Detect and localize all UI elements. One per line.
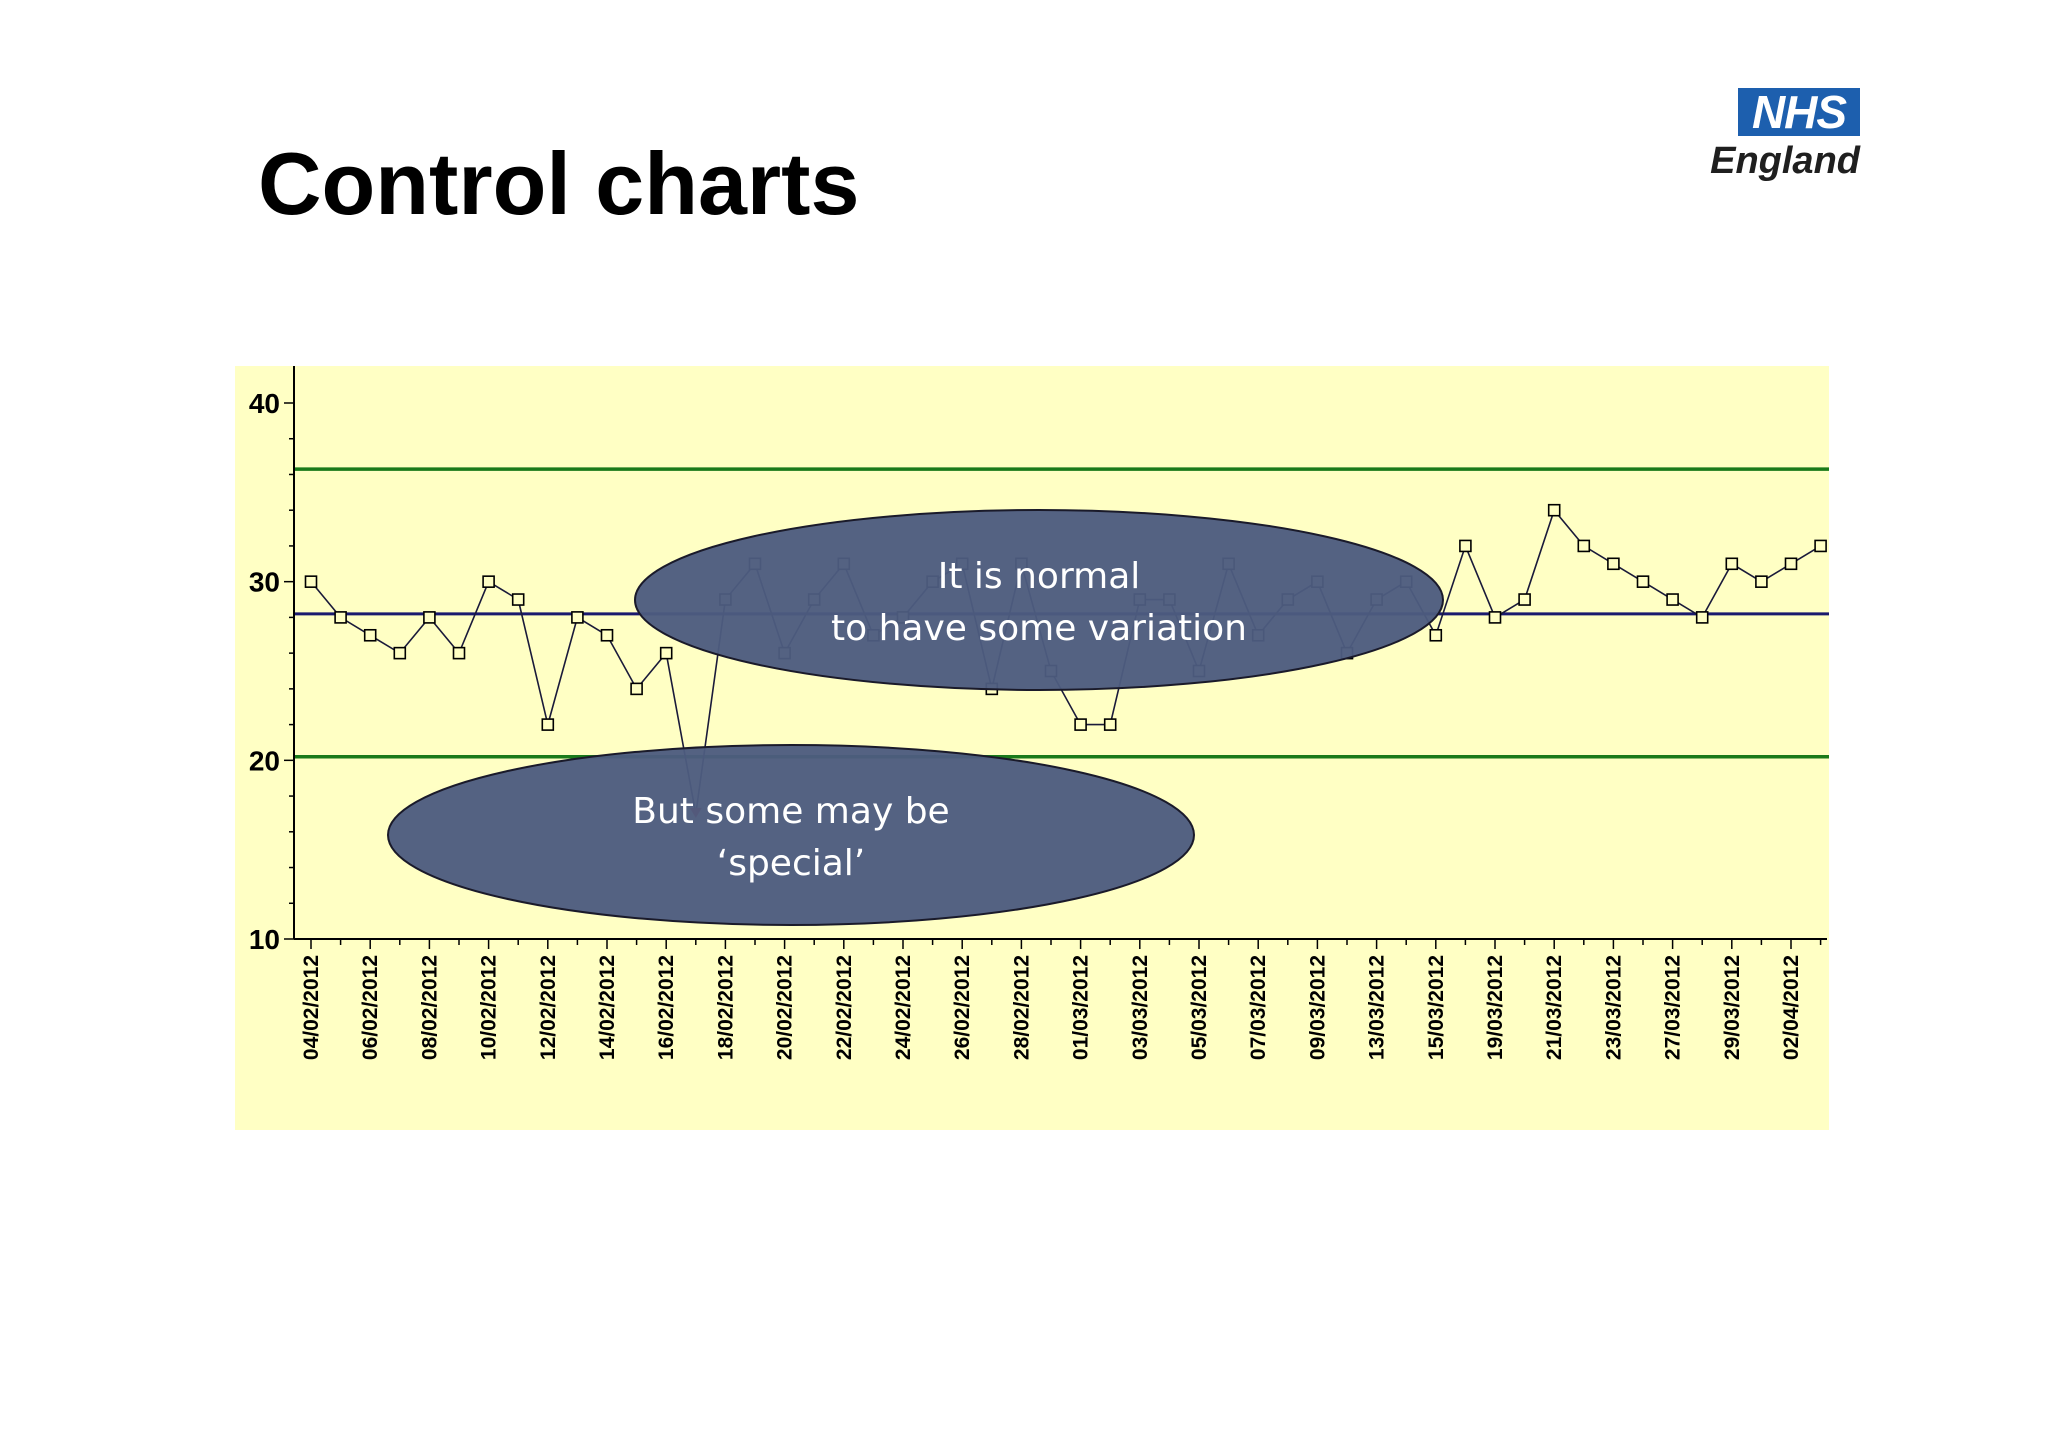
chart-background	[235, 366, 1829, 1130]
data-point	[1459, 539, 1472, 553]
x-tick-label: 22/02/2012	[833, 955, 856, 1060]
data-point	[630, 682, 643, 696]
x-tick-label: 10/02/2012	[478, 955, 501, 1060]
nhs-logo-subtext: England	[1710, 140, 1860, 182]
data-point	[1784, 557, 1798, 571]
x-tick-label: 19/03/2012	[1484, 955, 1507, 1060]
data-point	[482, 575, 495, 588]
x-tick-label: 26/02/2012	[951, 955, 974, 1060]
x-tick-label: 03/03/2012	[1129, 955, 1152, 1060]
annotation-callout: But some may be ‘special’	[387, 744, 1195, 926]
y-tick-label: 10	[249, 924, 280, 955]
x-tick-label: 09/03/2012	[1306, 955, 1329, 1060]
data-point	[1666, 593, 1679, 606]
x-tick-label: 28/02/2012	[1010, 955, 1033, 1060]
x-tick-label: 15/03/2012	[1425, 955, 1448, 1060]
data-point	[1607, 557, 1620, 571]
control-chart: 10 20 30 40 04/02/2012 06/02/2012 08/02/2012 10…	[235, 366, 1829, 1130]
y-tick-label: 30	[249, 567, 280, 598]
x-tick-label: 29/03/2012	[1721, 955, 1744, 1060]
x-tick-label: 06/02/2012	[359, 955, 382, 1060]
control-chart-svg: 10 20 30 40 04/02/2012 06/02/2012 08/02/2012 10…	[235, 366, 1829, 1130]
x-tick-label: 14/02/2012	[596, 955, 619, 1060]
annotation-text: It is normal	[938, 556, 1141, 597]
slide-title: Control charts	[258, 134, 860, 233]
x-tick-label: 27/03/2012	[1662, 955, 1685, 1060]
data-point	[1814, 539, 1827, 553]
x-tick-label: 21/03/2012	[1543, 955, 1566, 1060]
data-point	[393, 646, 407, 660]
data-point	[363, 628, 377, 642]
data-point	[600, 628, 614, 642]
data-point	[571, 611, 584, 624]
nhs-logo-box: NHS	[1738, 88, 1860, 136]
data-point	[423, 611, 436, 624]
annotation-ellipse	[387, 744, 1195, 926]
x-tick-label: 02/04/2012	[1780, 955, 1803, 1060]
x-tick-label: 12/02/2012	[537, 955, 560, 1060]
data-point	[511, 593, 525, 606]
data-point	[1547, 503, 1561, 517]
annotation-text: But some may be	[632, 791, 949, 832]
x-tick-label: 13/03/2012	[1366, 955, 1389, 1060]
data-point	[334, 611, 347, 624]
x-tick-label: 04/02/2012	[300, 955, 323, 1060]
x-tick-label: 23/03/2012	[1602, 955, 1625, 1060]
data-point	[1577, 539, 1591, 553]
annotation-text: to have some variation	[831, 608, 1247, 649]
data-point	[452, 646, 466, 660]
annotation-text: ‘special’	[717, 843, 866, 884]
data-point	[1755, 575, 1768, 588]
series-line	[310, 508, 1822, 815]
x-tick-label: 24/02/2012	[892, 955, 915, 1060]
x-tick-label: 20/02/2012	[774, 955, 797, 1060]
x-tick-label: 18/02/2012	[714, 955, 737, 1060]
y-tick-label: 40	[249, 388, 280, 419]
annotation-callout: It is normal to have some variation	[634, 509, 1444, 691]
data-point	[304, 575, 318, 588]
data-point	[1695, 611, 1709, 624]
data-point	[659, 646, 673, 660]
data-point	[1488, 611, 1502, 624]
x-tick-label: 08/02/2012	[418, 955, 441, 1060]
x-tick-label: 01/03/2012	[1070, 955, 1093, 1060]
x-tick-label: 07/03/2012	[1247, 955, 1270, 1060]
y-tick-label: 20	[249, 745, 280, 776]
x-tick-label: 16/02/2012	[655, 955, 678, 1060]
data-point	[1636, 575, 1650, 588]
data-point	[541, 718, 555, 731]
data-point	[1103, 718, 1117, 731]
data-point	[1429, 628, 1443, 642]
data-point	[1725, 557, 1739, 571]
x-tick-label: 05/03/2012	[1188, 955, 1211, 1060]
data-point	[1518, 593, 1531, 606]
annotation-ellipse	[634, 509, 1444, 691]
data-point	[1074, 718, 1087, 731]
